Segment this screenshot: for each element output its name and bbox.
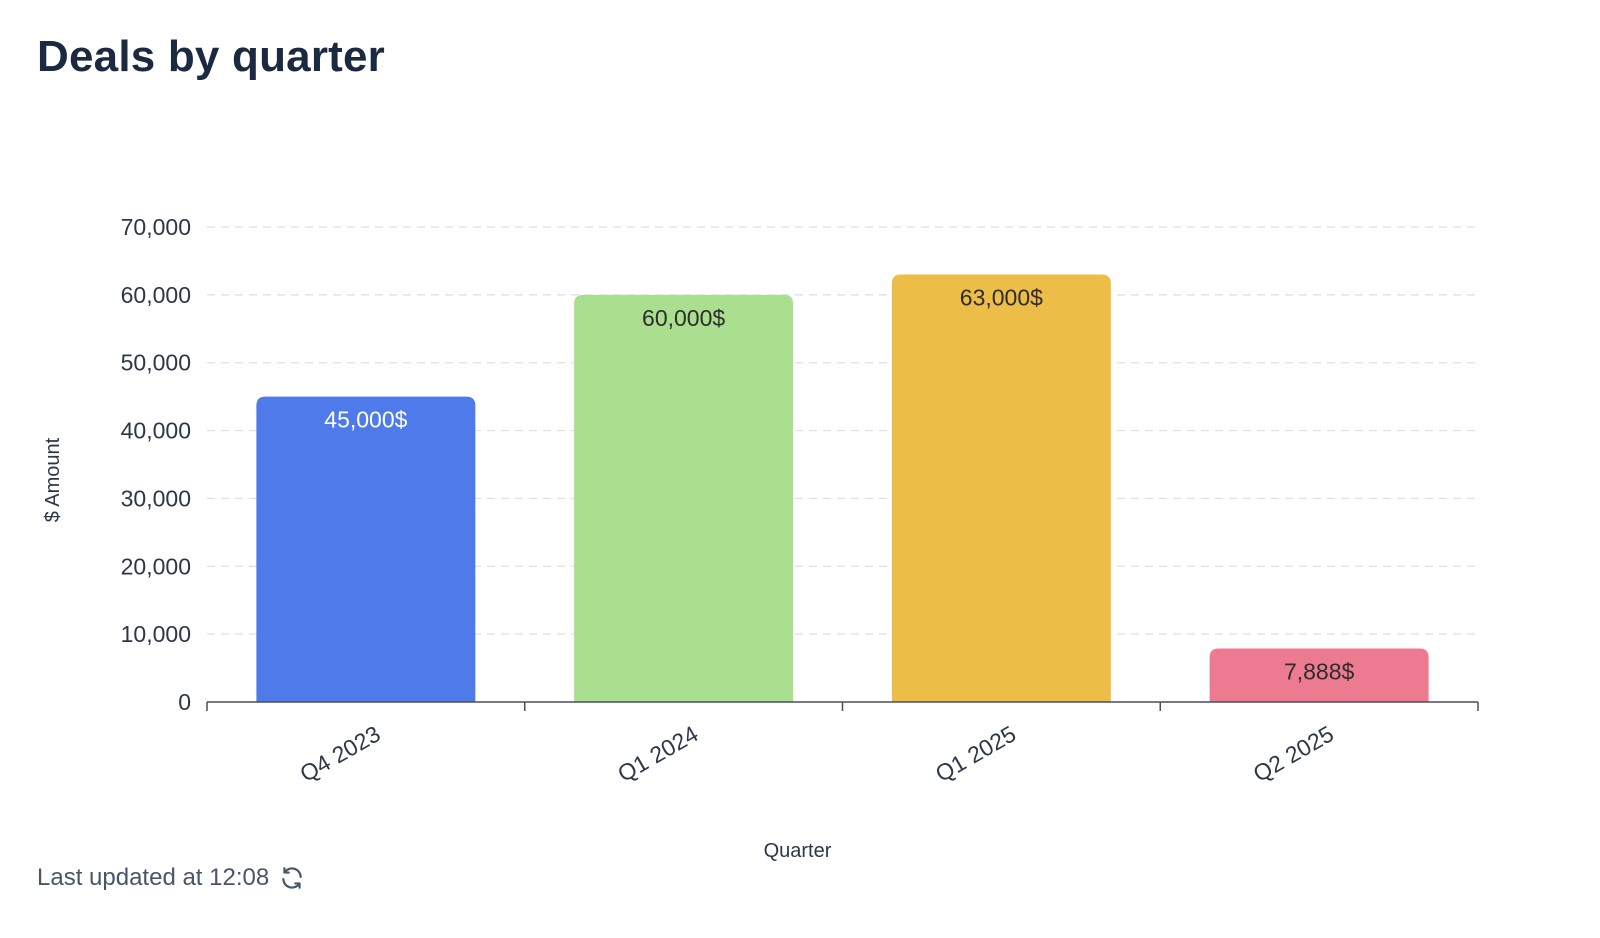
y-tick-label: 0 (178, 689, 191, 715)
y-tick-label: 40,000 (121, 418, 191, 444)
y-tick-label: 50,000 (121, 350, 191, 376)
y-tick-label: 60,000 (121, 282, 191, 308)
bar-data-label: 7,888$ (1284, 658, 1355, 684)
y-axis-title: $ Amount (42, 437, 64, 522)
x-tick-label: Q2 2025 (1249, 720, 1338, 787)
x-tick-label: Q1 2024 (613, 720, 703, 787)
bar-data-label: 60,000$ (642, 305, 725, 331)
bar[interactable] (256, 396, 476, 702)
refresh-icon[interactable] (279, 865, 305, 891)
bar-data-label: 63,000$ (960, 285, 1043, 311)
x-tick-label: Q4 2023 (295, 720, 384, 787)
bar[interactable] (574, 294, 794, 702)
bar-data-label: 45,000$ (324, 407, 407, 433)
x-tick-label: Q1 2025 (931, 720, 1020, 787)
bar[interactable] (891, 274, 1111, 703)
y-tick-label: 20,000 (121, 553, 191, 579)
y-tick-label: 10,000 (121, 621, 191, 647)
last-updated-text: Last updated at 12:08 (37, 864, 270, 891)
last-updated-footer: Last updated at 12:08 (37, 864, 305, 892)
y-tick-label: 30,000 (121, 485, 191, 511)
bar[interactable] (1209, 648, 1429, 702)
y-tick-label: 70,000 (121, 214, 191, 240)
x-axis-title: Quarter (764, 840, 832, 862)
page-title: Deals by quarter (37, 32, 386, 81)
